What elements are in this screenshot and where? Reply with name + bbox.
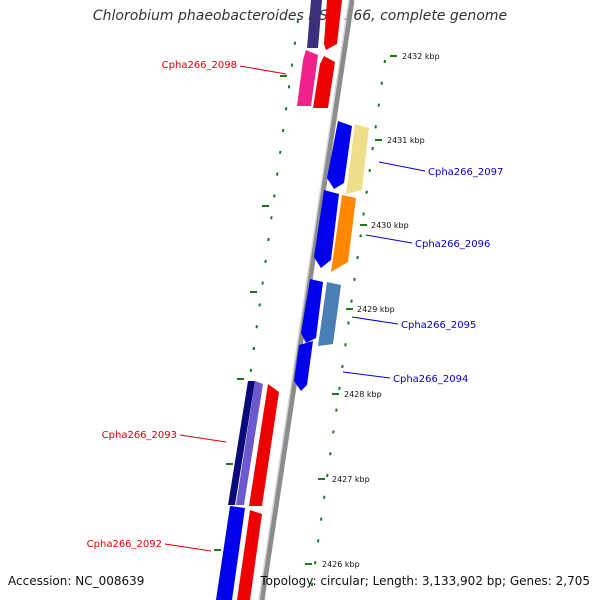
- gene-2098-red: [313, 56, 335, 108]
- gene-label-2094: Cpha266_2094: [393, 374, 468, 385]
- gene-2094-blue: [294, 341, 313, 391]
- gene-label-2098: Cpha266_2098: [162, 60, 237, 71]
- kbp-label-2432: 2432 kbp: [402, 52, 440, 61]
- connector-2094: [342, 371, 391, 379]
- gene-2097-blue: [327, 121, 352, 189]
- gene-2096-orange: [331, 195, 356, 272]
- gene-label-2097: Cpha266_2097: [428, 167, 503, 178]
- gene-2097-yellow: [346, 124, 369, 194]
- gene-2095-blue: [301, 279, 323, 343]
- orf-block-top-dark: [307, 0, 322, 48]
- kbp-label-2430: 2430 kbp: [371, 221, 409, 230]
- gene-label-2092: Cpha266_2092: [87, 539, 162, 550]
- connector-2098: [239, 65, 287, 75]
- gene-2093-red: [249, 384, 279, 506]
- gene-label-2095: Cpha266_2095: [401, 320, 476, 331]
- gene-2098-pink: [297, 50, 318, 106]
- gene-2092-red: [237, 510, 262, 600]
- gene-2093-navy: [228, 381, 255, 505]
- map-title: Chlorobium phaeobacteroides DSM 266, com…: [92, 8, 508, 24]
- gene-2095-steel: [318, 282, 341, 346]
- genome-summary-text: Topology: circular; Length: 3,133,902 bp…: [260, 574, 590, 588]
- accession-text: Accession: NC_008639: [8, 574, 145, 588]
- connector-2092: [164, 543, 212, 552]
- connector-2095: [351, 316, 399, 325]
- cds-block-top-red: [324, 0, 342, 50]
- gene-label-2096: Cpha266_2096: [415, 239, 490, 250]
- connector-2093: [179, 434, 227, 443]
- gene-2096-blue: [314, 190, 339, 268]
- gene-2092-blue: [216, 506, 245, 600]
- kbp-label-2428: 2428 kbp: [344, 390, 382, 399]
- kbp-label-2427: 2427 kbp: [332, 475, 370, 484]
- kbp-label-2426: 2426 kbp: [322, 560, 360, 569]
- gene-label-2093: Cpha266_2093: [102, 430, 177, 441]
- kbp-label-2431: 2431 kbp: [387, 136, 425, 145]
- connector-2097: [378, 161, 426, 172]
- connector-2096: [365, 234, 413, 244]
- kbp-label-2429: 2429 kbp: [357, 305, 395, 314]
- gene-2093-lavender: [236, 381, 263, 505]
- ruler-outer: [309, 59, 386, 600]
- genome-backbone-highlight: [258, 0, 350, 600]
